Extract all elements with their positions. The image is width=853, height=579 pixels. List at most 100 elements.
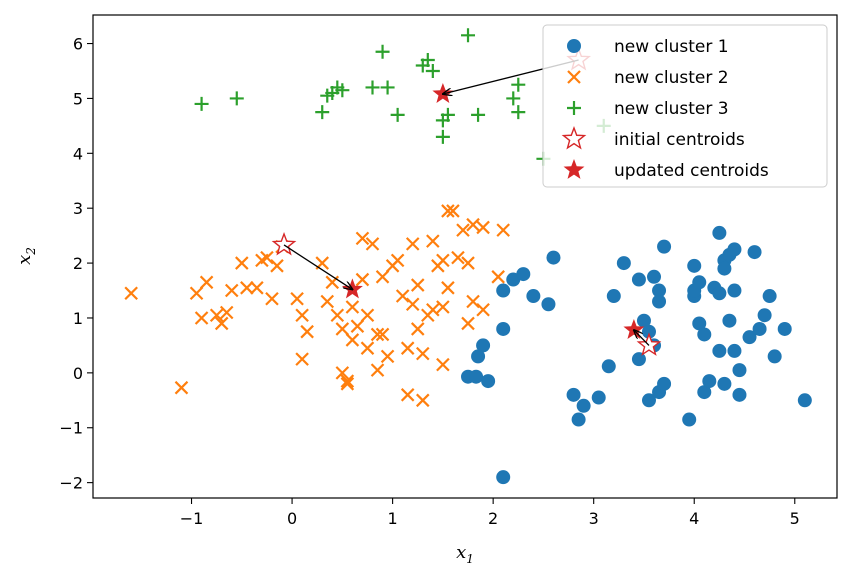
data-point <box>426 302 440 317</box>
y-tick-label: 4 <box>73 144 83 163</box>
data-point <box>491 270 505 284</box>
data-point <box>767 349 782 364</box>
data-point <box>355 231 370 246</box>
data-point <box>194 311 209 325</box>
data-point <box>415 346 430 361</box>
data-point <box>727 343 742 358</box>
data-point <box>571 412 586 427</box>
series-new-cluster-2 <box>124 204 510 408</box>
data-point <box>395 289 410 303</box>
y-tick-label: 3 <box>73 199 83 218</box>
y-tick-label: 5 <box>73 89 83 108</box>
data-point <box>606 289 621 304</box>
data-point <box>400 388 415 402</box>
data-point <box>295 308 309 323</box>
data-point <box>722 313 737 328</box>
data-point <box>712 225 727 240</box>
data-point <box>250 281 264 295</box>
data-point <box>752 321 767 336</box>
x-tick-label: 2 <box>488 509 498 528</box>
data-point <box>435 129 450 144</box>
data-point <box>380 80 395 95</box>
data-point <box>345 300 360 314</box>
data-point <box>461 316 475 331</box>
data-point <box>390 107 405 122</box>
data-point <box>732 363 747 378</box>
data-point <box>240 281 254 295</box>
x-tick-label: 3 <box>589 509 599 528</box>
data-point <box>636 332 662 356</box>
data-point <box>124 286 138 301</box>
y-tick-label: 6 <box>73 35 83 54</box>
data-point <box>697 385 712 400</box>
data-point <box>692 275 707 290</box>
data-point <box>219 305 234 320</box>
data-point <box>469 369 484 384</box>
data-point <box>657 376 672 391</box>
plot-frame <box>92 14 838 499</box>
data-point <box>682 412 697 427</box>
data-point <box>365 237 380 251</box>
data-point <box>757 308 772 323</box>
data-point <box>446 204 460 218</box>
data-point <box>657 239 672 254</box>
data-point <box>340 374 355 388</box>
data-point <box>420 53 435 68</box>
data-point <box>335 366 350 380</box>
data-point <box>410 322 425 336</box>
data-point <box>511 77 526 92</box>
x-tick-label: 4 <box>689 509 699 528</box>
series-new-cluster-1 <box>461 225 812 485</box>
data-point <box>476 302 490 317</box>
data-point <box>476 220 490 235</box>
data-point <box>380 349 395 364</box>
data-point <box>360 341 375 355</box>
data-point <box>712 343 727 358</box>
data-point <box>652 294 667 309</box>
data-point <box>436 253 450 268</box>
data-point <box>315 105 330 120</box>
legend-marker <box>567 39 581 53</box>
legend-marker <box>561 126 587 150</box>
data-point <box>436 300 450 314</box>
data-point <box>265 291 279 306</box>
data-point <box>641 393 656 408</box>
data-point <box>335 322 350 336</box>
data-point <box>476 338 491 353</box>
y-tick-label: 2 <box>73 254 83 273</box>
y-tick-label: −2 <box>59 474 83 493</box>
data-point <box>732 387 747 402</box>
data-point <box>405 297 420 312</box>
data-point <box>375 44 390 59</box>
data-point <box>451 250 465 265</box>
data-point <box>295 352 309 366</box>
legend-item: initial centroids <box>561 126 745 150</box>
legend-item: updated centroids <box>563 159 769 181</box>
data-point <box>461 256 475 270</box>
plot-area <box>124 28 812 485</box>
data-point <box>717 261 732 276</box>
data-point <box>440 107 455 122</box>
data-point <box>224 283 239 298</box>
x-tick-label: 5 <box>790 509 800 528</box>
data-point <box>410 278 425 292</box>
legend-item: new cluster 3 <box>567 99 729 119</box>
data-point <box>481 374 496 389</box>
data-point <box>270 259 284 273</box>
data-point <box>697 327 712 342</box>
data-point <box>762 289 777 304</box>
data-point <box>797 393 812 408</box>
x-tick-label: 1 <box>388 509 398 528</box>
data-point <box>209 308 224 323</box>
data-point <box>320 294 335 309</box>
data-point <box>466 294 480 309</box>
data-point <box>375 270 390 284</box>
legend-marker <box>563 159 585 179</box>
data-point <box>350 319 365 333</box>
data-point <box>370 327 385 342</box>
data-point <box>687 258 702 273</box>
data-point <box>727 242 742 257</box>
data-point <box>516 267 531 282</box>
data-point <box>496 283 511 298</box>
